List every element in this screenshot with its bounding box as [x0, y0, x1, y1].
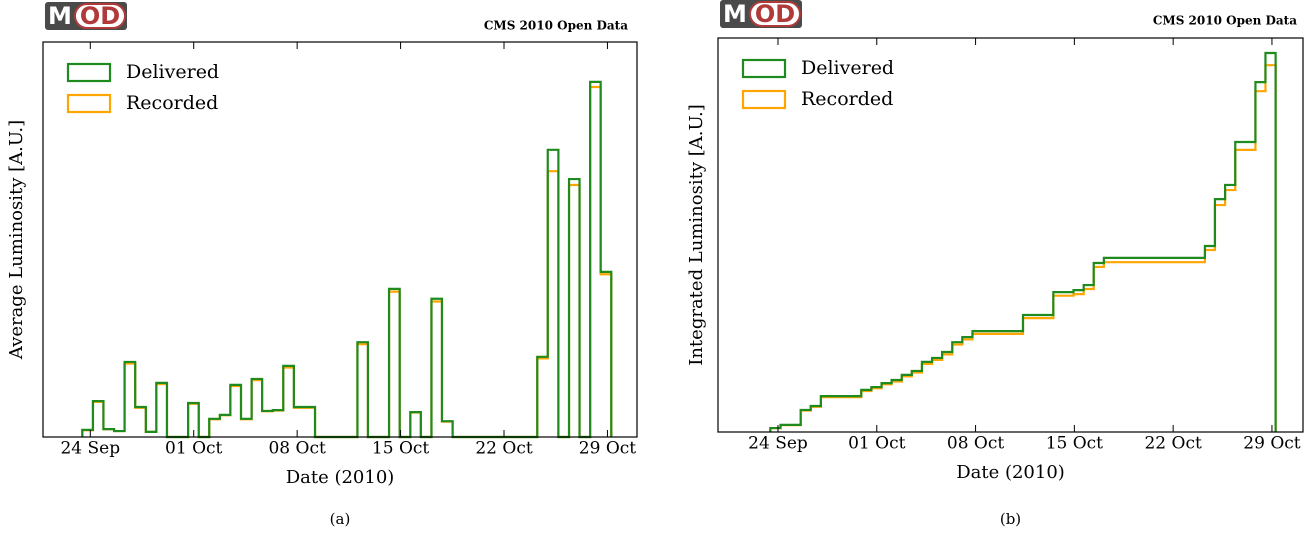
x-tick-label: 22 Oct — [1144, 434, 1201, 454]
caption: (a) — [330, 510, 351, 528]
logo-pill — [749, 1, 801, 27]
panel: M OD CMS 2010 Open Data 24 Sep 01 Oct 08 Oct 1… — [686, 0, 1304, 528]
annotation: CMS 2010 Open Data — [1153, 14, 1297, 28]
step-line — [769, 64, 1277, 432]
legend-swatch — [66, 62, 112, 83]
annotation: CMS 2010 Open Data — [484, 19, 628, 33]
x-tick-label: 01 Oct — [165, 439, 222, 459]
y-axis-label: Average Luminosity [A.U.] — [6, 120, 27, 360]
step-line — [81, 85, 613, 439]
x-tick-label: 29 Oct — [1243, 434, 1300, 454]
logo-text: M — [723, 0, 747, 28]
panel: M OD CMS 2010 Open Data 24 Sep 01 Oct 08 Oct 1… — [6, 2, 638, 528]
legend-label: Delivered — [126, 61, 219, 83]
logo-text: OD — [755, 0, 795, 28]
step-line — [81, 80, 613, 439]
logo-text: OD — [80, 2, 120, 30]
caption: (b) — [1000, 510, 1021, 528]
step-line — [769, 51, 1277, 432]
x-axis-label: Date (2010) — [956, 462, 1065, 483]
legend-swatch — [741, 89, 787, 110]
axes-frame — [717, 37, 1304, 433]
x-tick-label: 29 Oct — [579, 439, 636, 459]
y-axis-label: Integrated Luminosity [A.U.] — [686, 104, 707, 366]
x-tick-label: 22 Oct — [475, 439, 532, 459]
axes-frame — [42, 41, 638, 438]
legend-label: Delivered — [801, 57, 894, 79]
x-tick-label: 01 Oct — [848, 434, 905, 454]
legend-label: Recorded — [801, 88, 893, 110]
x-tick-label: 24 Sep — [748, 434, 808, 454]
x-tick-label: 15 Oct — [372, 439, 429, 459]
legend-swatch — [741, 58, 787, 79]
legend-swatch — [66, 93, 112, 114]
logo-pill — [74, 3, 126, 29]
x-tick-label: 08 Oct — [947, 434, 1004, 454]
x-tick-label: 15 Oct — [1046, 434, 1103, 454]
x-tick-label: 08 Oct — [268, 439, 325, 459]
legend-label: Recorded — [126, 92, 218, 114]
logo-text: M — [48, 2, 72, 30]
x-tick-label: 24 Sep — [60, 439, 120, 459]
x-axis-label: Date (2010) — [286, 467, 395, 488]
